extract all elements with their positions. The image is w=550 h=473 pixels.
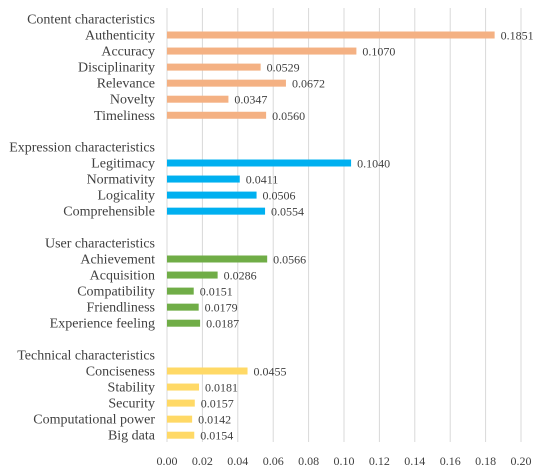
data-label: 0.0347	[234, 93, 267, 107]
data-label: 0.0455	[254, 365, 287, 379]
category-label: Legitimacy	[91, 157, 155, 172]
bar	[167, 399, 195, 407]
category-label: Comprehensible	[63, 205, 155, 220]
x-tick-label: 0.06	[263, 454, 284, 468]
bar	[167, 271, 218, 279]
x-tick-label: 0.10	[334, 454, 355, 468]
category-label: Acquisition	[90, 269, 155, 284]
bar	[167, 31, 495, 39]
data-label: 0.0286	[224, 269, 257, 283]
category-label: Authenticity	[85, 29, 155, 44]
category-label: Logicality	[97, 189, 155, 204]
group-title: Technical characteristics	[17, 349, 155, 364]
data-label: 0.0142	[198, 413, 231, 427]
category-label: Security	[108, 397, 155, 412]
category-label: Conciseness	[86, 365, 155, 380]
data-label: 0.0560	[272, 109, 305, 123]
bar	[167, 191, 257, 199]
bar	[167, 79, 286, 87]
category-label: Accuracy	[101, 45, 155, 60]
bar	[167, 207, 266, 215]
x-tick-label: 0.02	[192, 454, 213, 468]
category-label: Compatibility	[77, 285, 155, 300]
x-tick-label: 0.16	[440, 454, 461, 468]
bar	[167, 63, 261, 71]
data-label: 0.0566	[273, 253, 306, 267]
bar	[167, 319, 201, 327]
category-label: Achievement	[80, 253, 155, 268]
gridlines	[166, 8, 522, 442]
category-label: Disciplinarity	[78, 61, 155, 76]
bar	[167, 415, 193, 423]
x-tick-label: 0.12	[369, 454, 390, 468]
group-title: Content characteristics	[27, 13, 155, 28]
bar	[167, 159, 352, 167]
bar	[167, 255, 268, 263]
category-label: Computational power	[33, 413, 155, 428]
x-tick-label: 0.14	[404, 454, 425, 468]
bar	[167, 367, 248, 375]
data-label: 0.0554	[271, 205, 304, 219]
data-label: 0.0529	[267, 61, 300, 75]
x-axis-ticks: 0.00 0.02 0.04 0.06 0.08 0.10 0.12 0.14 0.16 0.18…	[157, 454, 532, 468]
data-label: 0.1070	[362, 45, 395, 59]
bar	[167, 111, 267, 119]
category-label: Stability	[108, 381, 155, 396]
bar	[167, 47, 357, 55]
x-tick-label: 0.18	[475, 454, 496, 468]
bar	[167, 303, 199, 311]
data-label: 0.0179	[205, 301, 238, 315]
bar	[167, 287, 194, 295]
group-title: Expression characteristics	[9, 141, 155, 156]
data-label: 0.0506	[263, 189, 296, 203]
category-label: Timeliness	[94, 109, 155, 124]
x-tick-label: 0.08	[298, 454, 319, 468]
category-label: Experience feeling	[50, 317, 155, 332]
bar	[167, 383, 200, 391]
x-tick-label: 0.20	[511, 454, 532, 468]
bar	[167, 431, 195, 439]
data-label: 0.0151	[200, 285, 233, 299]
category-label: Friendliness	[87, 301, 155, 316]
group-title: User characteristics	[45, 237, 155, 252]
x-tick-label: 0.00	[157, 454, 178, 468]
bar	[167, 95, 229, 103]
category-label: Big data	[108, 429, 156, 444]
data-label: 0.0672	[292, 77, 325, 91]
data-label: 0.0157	[201, 397, 234, 411]
data-label: 0.0411	[246, 173, 279, 187]
data-label: 0.1851	[501, 29, 534, 43]
data-label: 0.1040	[357, 157, 390, 171]
data-label: 0.0181	[205, 381, 238, 395]
data-label: 0.0187	[206, 317, 239, 331]
category-label: Relevance	[97, 77, 155, 92]
x-tick-label: 0.04	[227, 454, 248, 468]
category-label: Normativity	[87, 173, 155, 188]
data-label: 0.0154	[200, 429, 233, 443]
category-label: Novelty	[110, 93, 155, 108]
bar	[167, 175, 240, 183]
